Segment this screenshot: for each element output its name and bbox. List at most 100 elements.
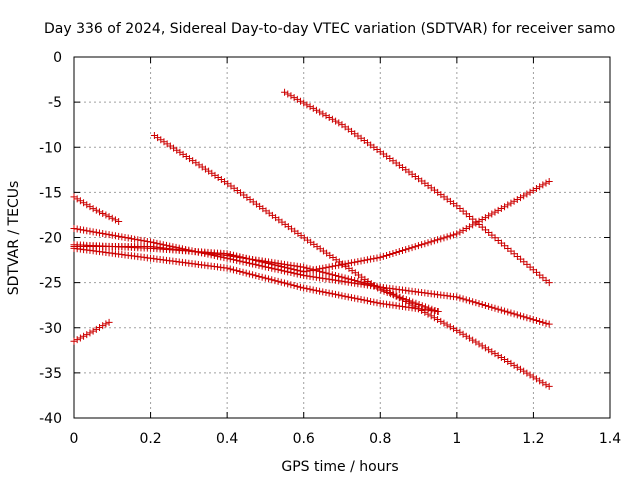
data-point bbox=[472, 299, 480, 307]
y-tick-label: -15 bbox=[39, 185, 62, 201]
data-point bbox=[440, 319, 448, 327]
data-point bbox=[115, 218, 123, 226]
data-point bbox=[406, 297, 414, 305]
data-point bbox=[265, 275, 273, 283]
data-point bbox=[229, 266, 237, 274]
data-point bbox=[469, 298, 477, 306]
data-point bbox=[316, 267, 324, 275]
data-point bbox=[357, 278, 365, 286]
data-point bbox=[475, 300, 483, 308]
data-point bbox=[96, 208, 104, 216]
data-point bbox=[99, 230, 107, 238]
data-point bbox=[121, 233, 129, 241]
data-point bbox=[456, 294, 464, 302]
data-point bbox=[271, 277, 279, 285]
data-point bbox=[280, 279, 288, 287]
data-point bbox=[332, 290, 340, 298]
data-point bbox=[481, 301, 489, 309]
data-point bbox=[523, 314, 531, 322]
data-point bbox=[412, 299, 420, 307]
data-point bbox=[411, 243, 419, 251]
series-trace-8 bbox=[281, 88, 553, 287]
data-point bbox=[481, 214, 489, 222]
data-point bbox=[300, 284, 308, 292]
data-point bbox=[296, 283, 304, 291]
data-point bbox=[354, 258, 362, 266]
data-point bbox=[453, 230, 461, 238]
data-point bbox=[402, 246, 410, 254]
data-point bbox=[309, 286, 317, 294]
data-point bbox=[507, 309, 515, 317]
data-point bbox=[542, 319, 550, 327]
data-point bbox=[424, 239, 432, 247]
data-point bbox=[456, 228, 464, 236]
data-point bbox=[76, 334, 84, 342]
data-point bbox=[399, 294, 407, 302]
grid-lines bbox=[74, 57, 610, 418]
data-point bbox=[526, 315, 534, 323]
data-point bbox=[414, 305, 422, 313]
data-point bbox=[427, 312, 435, 320]
data-point bbox=[539, 318, 547, 326]
data-point bbox=[428, 305, 436, 313]
data-point bbox=[545, 320, 553, 328]
data-point bbox=[338, 273, 346, 281]
data-point bbox=[373, 254, 381, 262]
data-point bbox=[312, 106, 320, 114]
data-point bbox=[261, 274, 269, 282]
data-point bbox=[281, 88, 289, 96]
data-point bbox=[354, 295, 362, 303]
x-tick-label: 0.6 bbox=[293, 431, 315, 447]
series-trace-7 bbox=[150, 132, 442, 316]
data-point bbox=[494, 305, 502, 313]
data-point bbox=[510, 197, 518, 205]
data-point bbox=[491, 304, 499, 312]
data-point bbox=[347, 276, 355, 284]
data-point bbox=[532, 185, 540, 193]
data-point bbox=[319, 110, 327, 118]
data-point bbox=[351, 294, 359, 302]
data-point bbox=[465, 297, 473, 305]
data-point bbox=[332, 262, 340, 270]
data-point bbox=[306, 285, 314, 293]
data-point bbox=[430, 314, 438, 322]
data-point bbox=[70, 337, 78, 345]
y-tick-label: -10 bbox=[39, 140, 62, 156]
data-point bbox=[325, 270, 333, 278]
data-point bbox=[377, 286, 385, 294]
data-point bbox=[360, 256, 368, 264]
data-point bbox=[351, 258, 359, 266]
data-point bbox=[325, 289, 333, 297]
data-point bbox=[335, 272, 343, 280]
data-point bbox=[293, 282, 301, 290]
data-point bbox=[491, 208, 499, 216]
data-point bbox=[405, 245, 413, 253]
x-tick-label: 0 bbox=[70, 431, 79, 447]
data-point bbox=[83, 331, 91, 339]
data-point bbox=[520, 192, 528, 200]
data-point bbox=[465, 223, 473, 231]
series-trace-2 bbox=[70, 318, 113, 345]
data-point bbox=[293, 95, 301, 103]
data-point bbox=[335, 119, 343, 127]
data-point bbox=[485, 302, 493, 310]
data-point bbox=[89, 205, 97, 213]
data-point bbox=[409, 298, 417, 306]
data-point bbox=[363, 297, 371, 305]
data-point bbox=[376, 253, 384, 261]
y-tick-label: -35 bbox=[39, 366, 62, 382]
data-point bbox=[434, 308, 442, 316]
series-trace-1 bbox=[70, 193, 123, 226]
y-tick-label: -5 bbox=[48, 95, 62, 111]
data-point bbox=[287, 92, 295, 100]
data-point bbox=[418, 241, 426, 249]
data-point bbox=[86, 227, 94, 235]
data-point bbox=[434, 316, 442, 324]
data-point bbox=[306, 265, 314, 273]
data-point bbox=[389, 249, 397, 257]
y-axis-label: SDTVAR / TECUs bbox=[6, 181, 22, 296]
data-point bbox=[360, 296, 368, 304]
data-point bbox=[504, 201, 512, 209]
